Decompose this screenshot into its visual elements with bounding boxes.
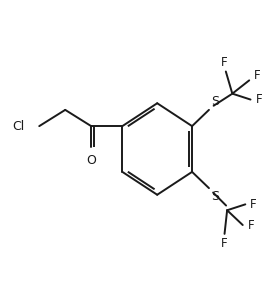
Text: O: O xyxy=(86,153,96,167)
Text: F: F xyxy=(250,198,257,211)
Text: F: F xyxy=(221,56,228,69)
Text: S: S xyxy=(211,94,219,108)
Text: F: F xyxy=(248,218,254,232)
Text: Cl: Cl xyxy=(13,119,25,133)
Text: F: F xyxy=(256,93,262,106)
Text: F: F xyxy=(221,237,228,250)
Text: F: F xyxy=(254,69,260,83)
Text: S: S xyxy=(211,190,219,204)
